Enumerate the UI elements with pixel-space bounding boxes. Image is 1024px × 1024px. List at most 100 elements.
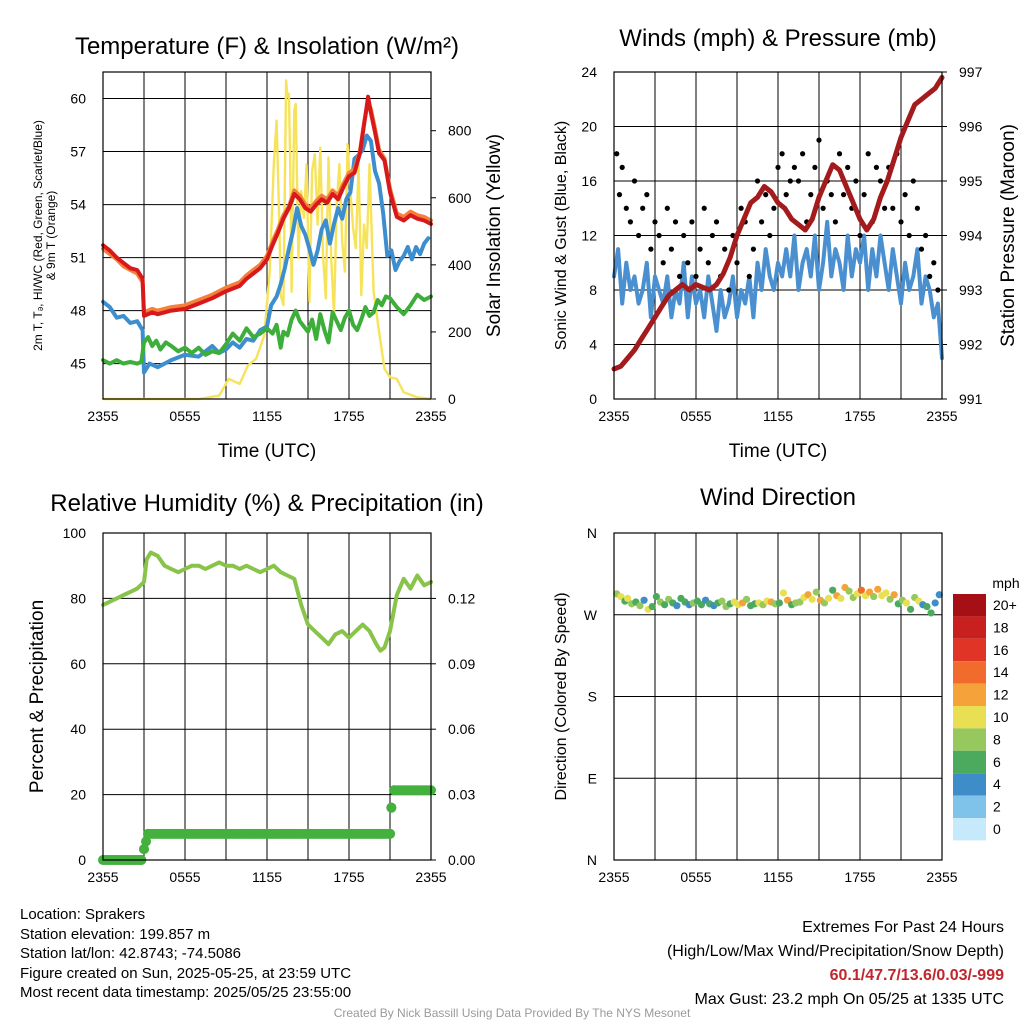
location-text: Location: Sprakers: [20, 906, 146, 923]
gust-point: [779, 151, 785, 157]
x-tick-label: 2355: [598, 869, 629, 885]
extremes-info: Extremes For Past 24 Hours (High/Low/Max…: [667, 916, 1004, 1012]
x-tick-label: 2355: [87, 869, 118, 885]
legend-label: 12: [993, 687, 1009, 703]
y-tick-label-left: 40: [70, 721, 86, 737]
gust-point: [898, 219, 904, 225]
gust-point: [619, 164, 625, 170]
legend-title: mph: [992, 575, 1019, 591]
gust-point: [865, 151, 871, 157]
gust-point: [873, 164, 880, 170]
wind-direction-point: [640, 596, 648, 604]
y-tick-label-right: 994: [959, 228, 983, 244]
gust-point: [668, 246, 675, 252]
gust-point: [906, 232, 912, 239]
wind-direction-point: [812, 588, 820, 596]
gust-point: [877, 178, 884, 184]
legend-label: 10: [993, 709, 1009, 725]
gust-point: [836, 151, 843, 157]
y-tick-label-right: 0.09: [448, 656, 475, 672]
credit-text: Created By Nick Bassill Using Data Provi…: [333, 1006, 691, 1020]
series-line-rh_green: [101, 550, 433, 653]
wind-direction-point: [660, 601, 669, 609]
x-tick-label: 2355: [926, 408, 957, 424]
max-gust-text: Max Gust: 23.2 mph On 05/25 at 1335 UTC: [694, 991, 1005, 1008]
gust-point: [890, 205, 896, 211]
temperature-insolation-panel: Temperature (F) & Insolation (W/m²)2355 0…: [31, 33, 505, 462]
gust-point: [882, 205, 888, 211]
chart-title: Relative Humidity (%) & Precipitation (i…: [50, 490, 483, 517]
series-line-maroon: [611, 75, 945, 372]
x-tick-label: 0555: [169, 869, 200, 885]
gust-point: [709, 232, 716, 239]
y-axis-label-left: & 9m T (Orange): [44, 191, 58, 281]
x-tick-label: 1155: [252, 408, 282, 424]
x-tick-label: 1755: [844, 408, 875, 424]
y-tick-label-right: 400: [448, 257, 472, 273]
x-axis-label: Time (UTC): [218, 441, 317, 462]
y-tick-label: E: [588, 770, 597, 786]
y-axis-label-left: Direction (Colored By Speed): [553, 592, 570, 800]
legend-label: 2: [993, 799, 1001, 815]
gust-point: [927, 273, 933, 279]
y-tick-label-right: 997: [959, 64, 983, 80]
y-tick-label-left: 12: [581, 228, 597, 244]
gust-point: [746, 273, 752, 279]
y-axis-label-right: Station Pressure (Maroon): [998, 124, 1019, 347]
gust-point: [701, 205, 707, 211]
gust-point: [918, 246, 925, 252]
wind-direction-point: [775, 599, 783, 607]
wind-direction-point: [906, 605, 915, 613]
gust-point: [931, 260, 937, 266]
precipitation-point: [386, 802, 397, 813]
gust-point: [616, 192, 623, 198]
gust-point: [636, 232, 642, 239]
gust-point: [857, 232, 863, 239]
legend-label: 14: [993, 664, 1009, 680]
wind-direction-point: [902, 599, 911, 607]
y-tick-label-right: 992: [959, 337, 983, 353]
gust-point: [664, 205, 670, 211]
y-tick-label-left: 60: [70, 91, 86, 107]
extremes-title: Extremes For Past 24 Hours: [802, 919, 1004, 936]
legend-color-box: [953, 818, 986, 841]
wind-direction-point: [808, 595, 816, 603]
y-tick-label-left: 8: [589, 282, 597, 298]
x-tick-label: 1155: [763, 869, 793, 885]
y-tick-label-right: 0.00: [448, 852, 475, 868]
gust-point: [614, 151, 620, 157]
x-tick-label: 0555: [680, 869, 711, 885]
wind-direction-point: [874, 585, 882, 593]
x-tick-label: 1155: [252, 869, 282, 885]
plot-frame: [102, 71, 432, 400]
legend-color-box: [953, 728, 986, 751]
wind-direction-point: [779, 589, 788, 597]
y-tick-label-right: 0.06: [448, 721, 475, 737]
wind-direction-point: [624, 594, 632, 603]
series-line-green: [101, 292, 433, 366]
x-tick-label: 0555: [680, 408, 711, 424]
wind-direction-point: [882, 589, 890, 597]
wind-direction-point: [636, 602, 644, 610]
legend-color-box: [953, 795, 986, 818]
y-tick-label: S: [588, 689, 597, 705]
series-line-red: [101, 94, 433, 318]
legend-label: 6: [993, 754, 1001, 770]
wind-direction-point: [927, 609, 935, 617]
gust-point: [767, 232, 773, 239]
gust-point: [652, 219, 658, 225]
gust-point: [902, 192, 908, 198]
legend-color-box: [953, 683, 986, 706]
extremes-values: 60.1/47.7/13.6/0.03/-999: [829, 967, 1004, 984]
legend-color-box: [953, 616, 986, 639]
gust-point: [689, 219, 695, 225]
wind-direction-point: [652, 592, 660, 601]
y-tick-label: N: [587, 525, 597, 541]
gust-point: [681, 232, 687, 239]
gust-point: [935, 287, 941, 293]
wind-direction-point: [845, 587, 853, 595]
legend-color-box: [953, 661, 986, 684]
legend-label: 4: [993, 776, 1001, 792]
x-tick-label: 2355: [598, 408, 629, 424]
